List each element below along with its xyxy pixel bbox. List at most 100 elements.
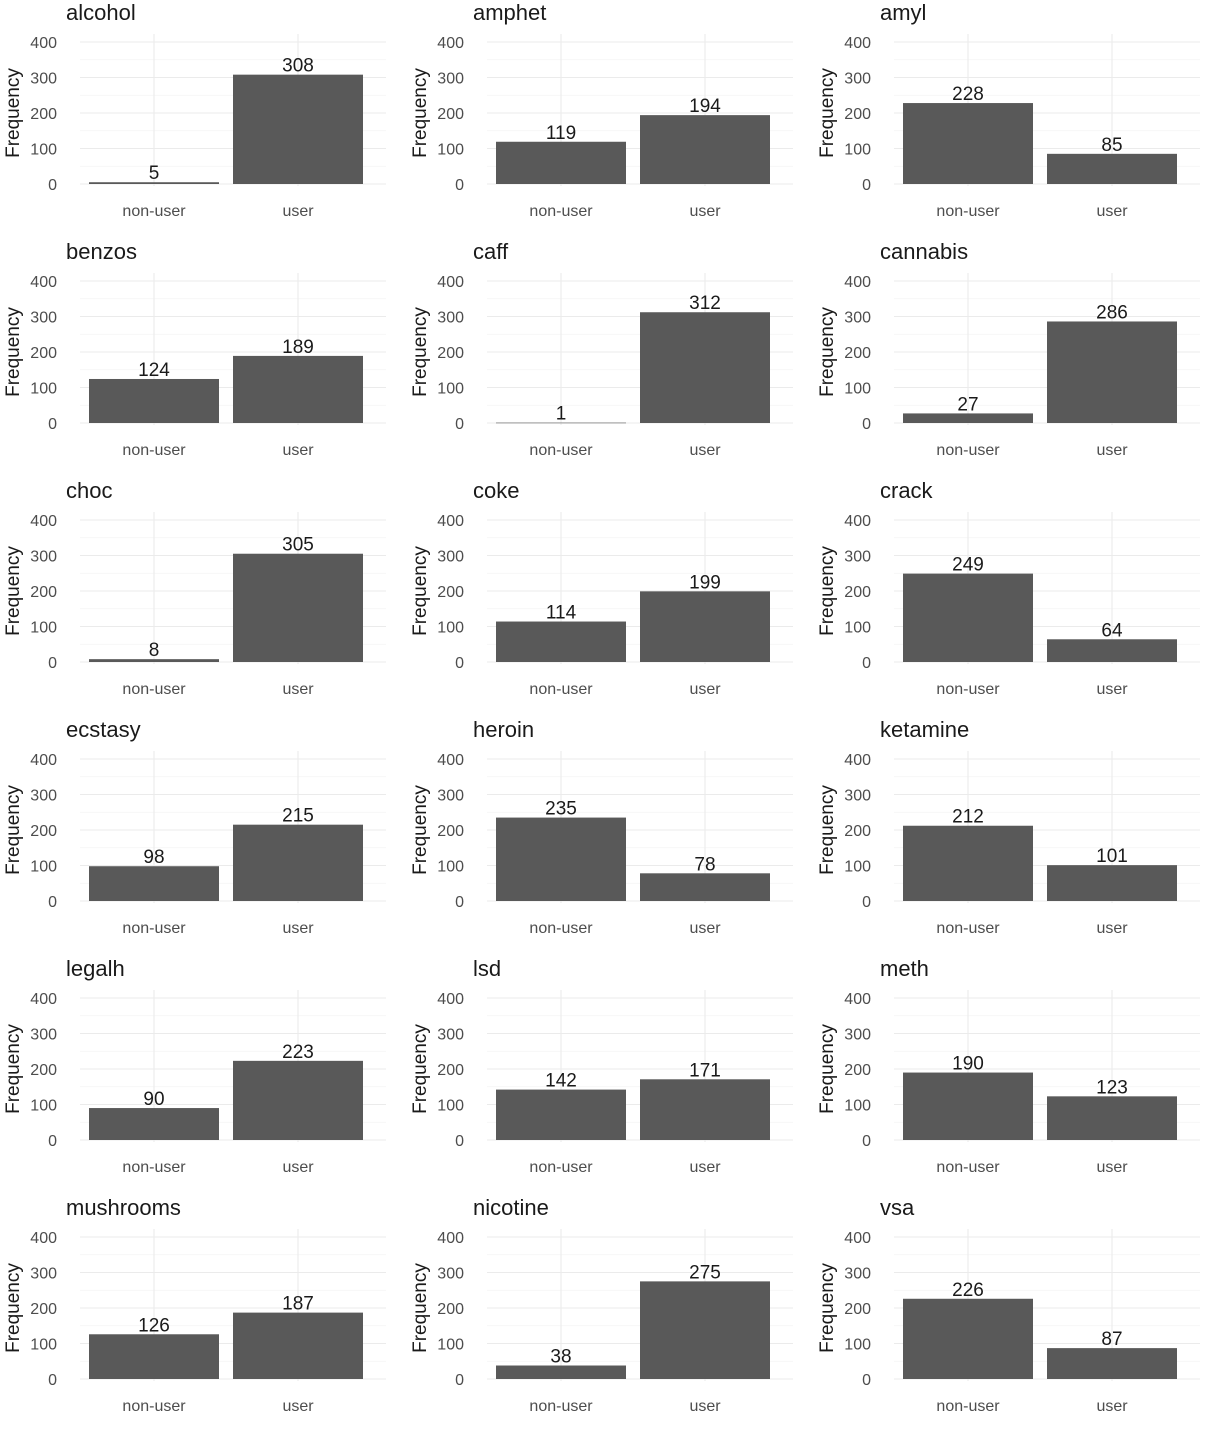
bar-user [640,591,770,662]
y-tick-label: 200 [30,584,57,601]
y-tick-label: 400 [30,752,57,769]
y-tick-label: 300 [30,310,57,327]
y-tick-label: 100 [844,1098,871,1115]
bar-non-user [903,413,1033,423]
x-tick-label: user [1096,681,1128,698]
y-tick-label: 400 [30,1230,57,1247]
bar-value-label: 312 [689,293,721,314]
y-tick-label: 0 [862,1133,871,1150]
y-tick-label: 100 [437,1098,464,1115]
y-tick-label: 200 [30,1062,57,1079]
y-tick-label: 0 [455,416,464,433]
bar-value-label: 305 [282,535,314,556]
bar-value-label: 249 [952,555,984,576]
y-axis-label: Frequency [410,68,431,158]
x-tick-label: non-user [936,442,1000,459]
y-tick-label: 200 [844,1062,871,1079]
x-tick-label: user [1096,1159,1128,1176]
bar-value-label: 228 [952,84,984,105]
x-tick-label: non-user [936,920,1000,937]
y-axis-label: Frequency [410,785,431,875]
y-tick-label: 300 [844,1027,871,1044]
y-tick-label: 400 [437,513,464,530]
panel-plot: 0 100 200 300 400 alcohol Frequency 5 308 non-use… [3,0,386,220]
panel-title: caff [473,239,509,264]
y-tick-label: 400 [844,991,871,1008]
bar-value-label: 87 [1101,1329,1122,1350]
y-tick-label: 400 [30,35,57,52]
y-tick-label: 300 [30,71,57,88]
y-axis-label: Frequency [410,1263,431,1353]
x-tick-label: user [1096,920,1128,937]
bar-non-user [89,1334,219,1379]
y-tick-label: 300 [30,788,57,805]
y-tick-label: 100 [30,1337,57,1354]
y-tick-label: 100 [30,859,57,876]
y-axis-label: Frequency [410,307,431,397]
x-tick-label: non-user [122,1398,186,1415]
bar-value-label: 90 [143,1089,164,1110]
y-tick-label: 400 [844,513,871,530]
y-tick-label: 300 [437,310,464,327]
bar-user [233,74,363,184]
y-tick-label: 400 [30,513,57,530]
x-tick-label: non-user [122,920,186,937]
panel-plot: 0 100 200 300 400 lsd Frequency 142 171 non-user u… [410,956,793,1176]
facet-panel-alcohol: 0 100 200 300 400 alcohol Frequency 5 308 non-use… [0,0,400,239]
y-tick-label: 200 [844,106,871,123]
y-tick-label: 0 [48,1133,57,1150]
bar-value-label: 275 [689,1262,721,1283]
panel-title: mushrooms [66,1195,181,1220]
panel-plot: 0 100 200 300 400 nicotine Frequency 38 275 non-u… [410,1195,793,1415]
panel-title: vsa [880,1195,915,1220]
x-tick-label: user [1096,203,1128,220]
y-tick-label: 100 [30,142,57,159]
bar-user [1047,865,1177,901]
x-tick-label: user [282,442,314,459]
y-axis-label: Frequency [3,68,24,158]
y-axis-label: Frequency [410,1024,431,1114]
y-tick-label: 300 [844,1266,871,1283]
x-tick-label: user [689,203,721,220]
panel-plot: 0 100 200 300 400 amphet Frequency 119 194 non-us… [410,0,793,220]
bar-non-user [903,825,1033,901]
facet-panel-nicotine: 0 100 200 300 400 nicotine Frequency 38 275 non-u… [407,1195,807,1434]
y-tick-label: 100 [30,620,57,637]
x-tick-label: non-user [529,442,593,459]
bar-value-label: 85 [1101,135,1122,156]
x-tick-label: non-user [122,681,186,698]
bar-non-user [496,1089,626,1140]
bar-value-label: 78 [694,854,715,875]
facet-panel-amphet: 0 100 200 300 400 amphet Frequency 119 194 non-us… [407,0,807,239]
panel-title: alcohol [66,0,136,25]
bar-value-label: 235 [545,799,577,820]
bar-non-user [496,1365,626,1379]
y-axis-label: Frequency [3,546,24,636]
panel-title: nicotine [473,1195,549,1220]
panel-title: ecstasy [66,717,141,742]
bar-non-user [903,1298,1033,1379]
y-tick-label: 200 [437,584,464,601]
bar-user [1047,1348,1177,1379]
y-tick-label: 0 [455,177,464,194]
y-tick-label: 400 [30,274,57,291]
panel-title: amphet [473,0,546,25]
y-tick-label: 300 [437,71,464,88]
x-tick-label: user [282,1398,314,1415]
x-tick-label: user [689,681,721,698]
bar-value-label: 226 [952,1280,984,1301]
facet-panel-cannabis: 0 100 200 300 400 cannabis Frequency 27 286 non-u… [814,239,1205,478]
panel-plot: 0 100 200 300 400 mushrooms Frequency 126 187 non… [3,1195,386,1415]
y-tick-label: 200 [437,345,464,362]
bar-non-user [89,1108,219,1140]
y-axis-label: Frequency [3,1263,24,1353]
bar-user [233,355,363,423]
y-tick-label: 300 [844,71,871,88]
x-tick-label: non-user [936,1398,1000,1415]
panel-title: heroin [473,717,534,742]
y-axis-label: Frequency [817,546,838,636]
x-tick-label: user [689,1398,721,1415]
y-tick-label: 0 [48,416,57,433]
bar-value-label: 114 [546,603,577,624]
